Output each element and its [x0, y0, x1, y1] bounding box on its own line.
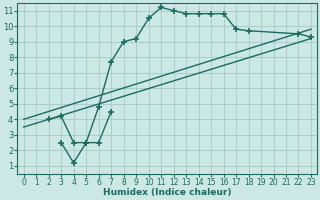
X-axis label: Humidex (Indice chaleur): Humidex (Indice chaleur)	[103, 188, 232, 197]
